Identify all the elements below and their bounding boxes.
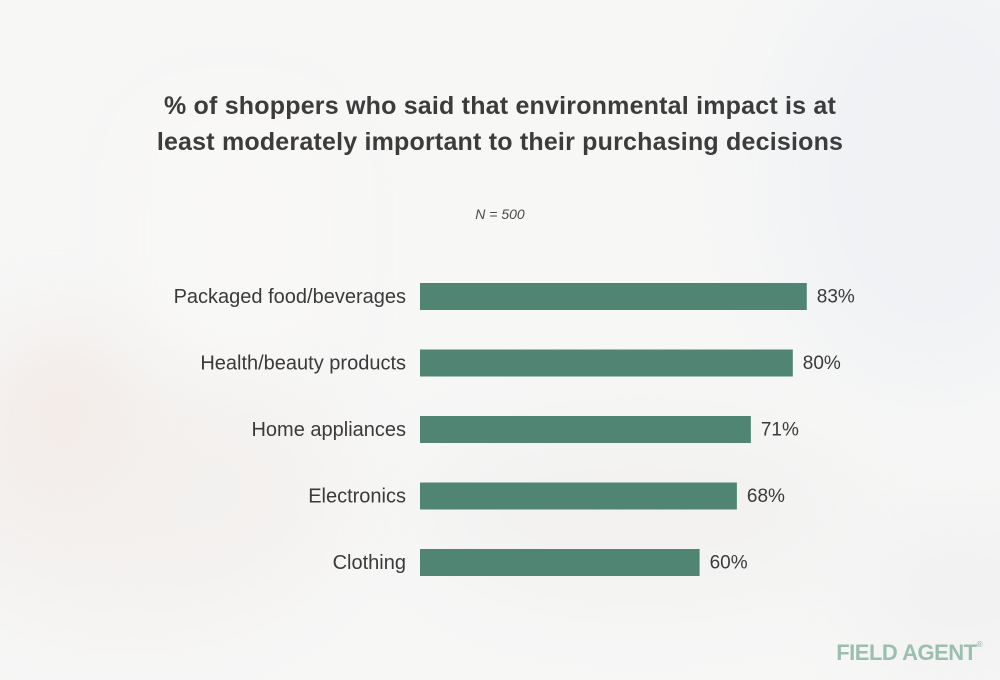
bar [420, 416, 751, 443]
category-label: Electronics [308, 485, 406, 507]
category-label: Packaged food/beverages [174, 286, 406, 308]
chart-title: % of shoppers who said that environmenta… [156, 92, 844, 156]
value-label: 80% [803, 353, 841, 374]
value-label: 83% [817, 287, 855, 308]
chart-subtitle: N = 500 [475, 206, 525, 222]
category-label: Health/beauty products [200, 352, 406, 374]
category-label: Home appliances [251, 419, 406, 441]
value-label: 60% [710, 553, 748, 574]
bar [420, 283, 807, 310]
logo-text: FIELD AGENT [836, 640, 977, 665]
value-label: 71% [761, 420, 799, 441]
bar [420, 549, 700, 576]
value-label: 68% [747, 486, 785, 507]
bar [420, 482, 737, 510]
logo-registered-mark: ® [976, 640, 983, 649]
field-agent-logo: FIELD AGENT® [836, 640, 982, 666]
category-label: Clothing [333, 552, 406, 574]
bar [420, 349, 793, 377]
